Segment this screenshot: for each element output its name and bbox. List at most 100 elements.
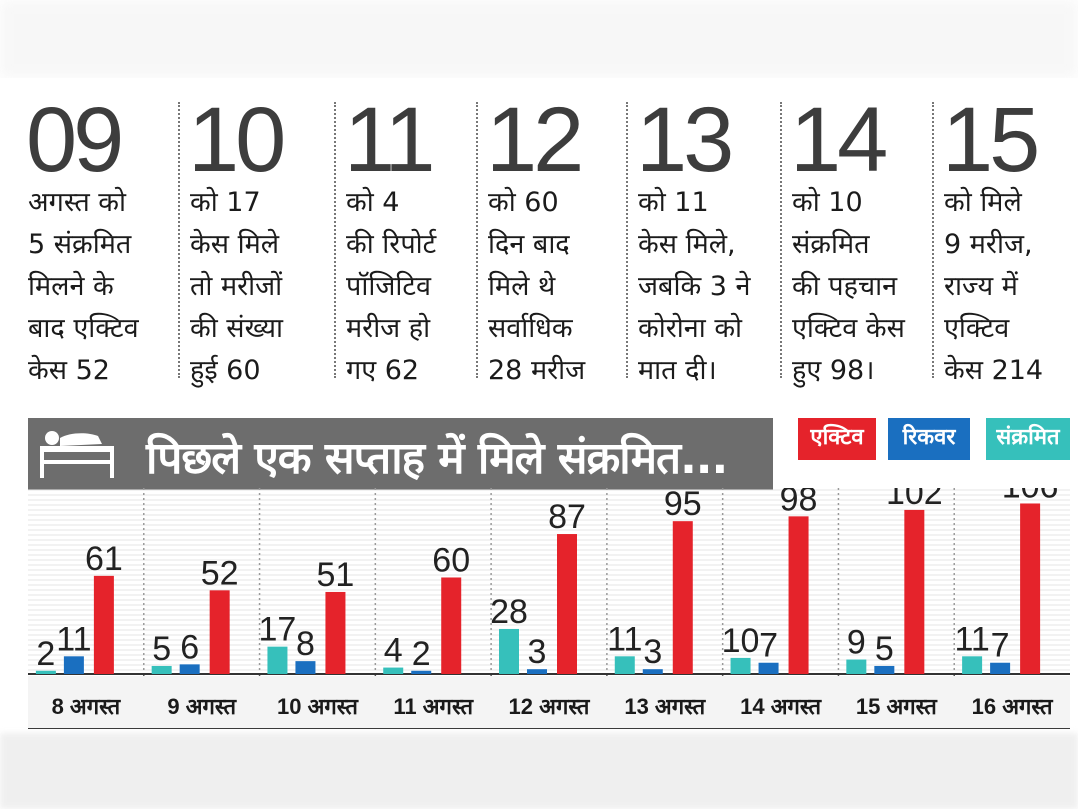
data-label: 102 (886, 488, 943, 512)
date-note-line: बाद एक्टिव (28, 313, 139, 344)
date-note-line: को 60 (488, 187, 559, 218)
date-note-line: कोरोना को (638, 313, 743, 344)
date-column: 14 को 10 संक्रमित की पहचान एक्टिव केस हुए 98। (790, 94, 905, 388)
bar-recovered (527, 669, 547, 674)
bar-active (209, 590, 230, 674)
date-note-line: केस 52 (28, 355, 110, 386)
bar-infected (730, 657, 751, 674)
data-label: 7 (991, 627, 1010, 665)
date-note-line: को 10 (792, 187, 863, 218)
legend-active: एक्टिव (798, 418, 876, 460)
data-label: 5 (152, 630, 171, 668)
date-note-line: को मिले (944, 187, 1022, 218)
date-note-line: की पहचान (792, 271, 898, 302)
data-label: 106 (1002, 488, 1059, 505)
data-label: 3 (528, 633, 547, 671)
date-note-line: मात दी। (638, 355, 717, 386)
date-note-line: राज्य में (944, 271, 1018, 302)
blurred-date-strip (0, 0, 1078, 78)
bar-infected (383, 667, 404, 674)
date-note-line: मरीज हो (346, 313, 431, 344)
legend-recovered: रिकवर (888, 418, 970, 460)
date-column: 13 को 11 केस मिले, जबकि 3 ने कोरोना को मात दी… (636, 94, 751, 388)
date-note-line: एक्टिव केस (792, 313, 905, 344)
column-separator (178, 102, 180, 378)
date-note-line: संक्रमित (792, 229, 870, 260)
bar-recovered (295, 661, 316, 674)
daily-summary-row: 09 अगस्त को 5 संक्रमित मिलने के बाद एक्टिव के… (0, 89, 1078, 388)
category-label: 11 अगस्त (393, 694, 474, 719)
bar-active (1020, 503, 1041, 674)
data-label: 4 (384, 632, 403, 670)
bar-recovered (411, 670, 432, 674)
data-label: 95 (664, 488, 702, 523)
date-note-line: अगस्त को (28, 187, 127, 218)
bar-infected (614, 656, 635, 674)
bar-active (325, 591, 346, 674)
category-label: 16 अगस्त (972, 694, 1054, 719)
date-column: 12 को 60 दिन बाद मिले थे सर्वाधिक 28 मरीज (486, 89, 585, 388)
date-note-line: को 4 (346, 187, 400, 218)
data-label: 28 (490, 593, 528, 631)
bar-active (904, 509, 925, 674)
category-label: 13 अगस्त (624, 694, 706, 719)
column-separator (932, 102, 934, 378)
bar-recovered (990, 662, 1011, 674)
date-number: 12 (486, 89, 584, 191)
data-label: 52 (201, 554, 239, 592)
bar-infected (35, 670, 56, 674)
blurred-footer-strip (0, 733, 1078, 809)
bar-recovered (642, 669, 663, 674)
date-note-line: पॉजिटिव (346, 271, 431, 302)
data-label: 2 (412, 635, 431, 673)
bar-recovered (63, 656, 84, 674)
data-label: 8 (296, 625, 315, 663)
column-separator (334, 102, 336, 378)
category-label: 8 अगस्त (52, 694, 122, 719)
date-note-line: 5 संक्रमित (28, 229, 132, 260)
category-label: 14 अगस्त (740, 694, 822, 719)
category-label: 12 अगस्त (509, 694, 591, 719)
date-column: 09 अगस्त को 5 संक्रमित मिलने के बाद एक्टिव के… (26, 94, 139, 388)
data-label: 3 (643, 633, 662, 671)
bar-active (557, 534, 577, 674)
category-label-band (28, 676, 1070, 728)
date-column: 11 को 4 की रिपोर्ट पॉजिटिव मरीज हो गए 62 (344, 89, 436, 388)
date-note-line: हुई 60 (190, 355, 261, 386)
date-note-line: की संख्या (190, 313, 284, 344)
bar-chart: 8 अगस्त 2 11 61 9 अगस्त 5 6 52 10 अगस्त 17 8 51 11 अ… (28, 467, 1070, 730)
bar-infected (151, 665, 172, 674)
data-label: 6 (180, 628, 199, 666)
bar-infected (267, 646, 288, 674)
bar-infected (962, 656, 983, 674)
date-note-line: को 11 (638, 187, 709, 218)
date-note-line: तो मरीजों (190, 271, 283, 302)
date-number: 11 (344, 89, 436, 191)
date-note-line: को 17 (190, 187, 261, 218)
patient-bed-icon (40, 431, 114, 478)
date-note-line: 28 मरीज (488, 355, 586, 386)
bar-active (441, 577, 462, 674)
data-label: 5 (875, 630, 894, 668)
category-label: 9 अगस्त (167, 694, 237, 719)
bar-infected (846, 659, 867, 674)
date-note-line: 9 मरीज, (944, 229, 1033, 260)
data-label: 61 (85, 540, 123, 578)
date-note-line: गए 62 (346, 355, 420, 386)
bar-active (788, 516, 809, 674)
date-note-line: मिले थे (488, 271, 556, 302)
column-separator (476, 102, 478, 378)
data-label: 60 (432, 541, 470, 579)
data-label: 2 (36, 635, 55, 673)
chart-banner: पिछले एक सप्ताह में मिले संक्रमित... (28, 418, 773, 490)
column-separator (780, 102, 782, 378)
data-label: 10 (722, 622, 760, 660)
date-note-line: केस मिले (190, 229, 280, 260)
legend-infected: संक्रमित (986, 418, 1070, 460)
data-label: 98 (780, 488, 818, 518)
bar-infected (499, 628, 519, 674)
date-note-line: केस 214 (944, 355, 1044, 386)
data-label: 11 (607, 620, 642, 658)
data-label: 7 (759, 627, 778, 665)
bar-active (93, 575, 114, 674)
